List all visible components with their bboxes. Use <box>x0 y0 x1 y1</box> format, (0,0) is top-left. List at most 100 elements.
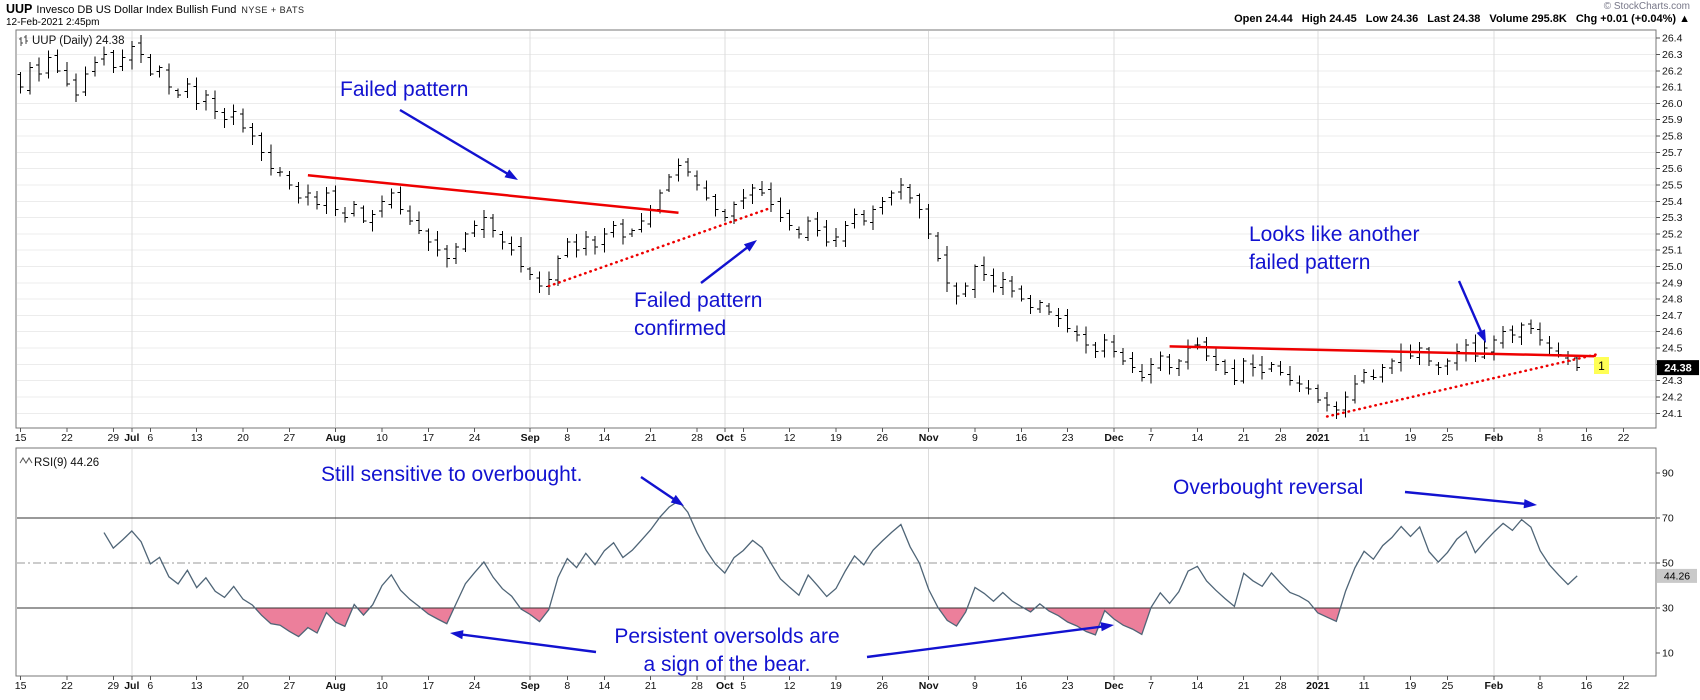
x-tick-label: 28 <box>691 432 703 444</box>
annotation-arrow-line <box>866 624 1106 659</box>
x-tick-label: 16 <box>1581 680 1593 692</box>
rsi-line <box>103 500 1578 638</box>
annotation-arrowhead <box>450 630 464 640</box>
x-tick-label: 8 <box>1537 680 1543 692</box>
x-tick-label: 14 <box>599 432 611 444</box>
price-tick-label: 25.2 <box>1662 228 1683 240</box>
x-tick-label: Feb <box>1485 680 1504 692</box>
price-tick-label: 24.9 <box>1662 277 1683 289</box>
x-tick-label: 21 <box>1238 432 1250 444</box>
annotation-overbought-reversal: Overbought reversal <box>1173 476 1537 509</box>
x-tick-label: 20 <box>237 680 249 692</box>
quote-value-volume: 295.8K <box>1531 13 1567 25</box>
price-tick-label: 25.0 <box>1662 261 1683 273</box>
annotation-arrowhead <box>1523 499 1537 509</box>
quote-value-low: 24.36 <box>1390 13 1419 25</box>
x-tick-label: 12 <box>784 432 796 444</box>
rsi-tick-label: 50 <box>1662 558 1674 570</box>
x-tick-label: 28 <box>1275 432 1287 444</box>
quote-bar: Open 24.44 High 24.45 Low 24.36 Last 24.38 Volum… <box>1225 13 1690 25</box>
price-tick-label: 24.6 <box>1662 326 1683 338</box>
annotation-arrow-line <box>458 632 597 654</box>
trendline-dotted-1 <box>547 206 773 288</box>
x-tick-label: Jul <box>124 432 139 444</box>
quote-label-high: High <box>1301 13 1327 25</box>
x-tick-label: Jul <box>124 680 139 692</box>
price-tick-label: 24.5 <box>1662 343 1683 355</box>
x-tick-label: 20 <box>237 432 249 444</box>
annotation-still-sensitive: Still sensitive to overbought. <box>321 463 684 506</box>
annotation-arrowhead <box>1476 329 1486 343</box>
annotation-arrowhead <box>743 240 757 252</box>
header-left: UUP Invesco DB US Dollar Index Bullish Fu… <box>6 2 304 28</box>
annotation-text: Failed pattern <box>634 289 762 312</box>
x-axis-rsi: 15 22 29 Jul 6 13 20 27 Aug 10 17 24 Sep 8 14 21 28 Oct 5 1… <box>15 676 1630 692</box>
x-tick-label: 19 <box>830 680 842 692</box>
highlight-marker <box>1594 357 1609 374</box>
price-tick-label: 24.1 <box>1662 408 1683 420</box>
x-tick-label: 11 <box>1359 432 1370 444</box>
x-tick-label: 28 <box>691 680 703 692</box>
annotation-text: Persistent oversolds are <box>614 625 839 648</box>
x-tick-label: 14 <box>1192 432 1204 444</box>
quote-value-last: 24.38 <box>1452 13 1481 25</box>
x-tick-label: 22 <box>61 680 73 692</box>
annotation-arrow-line <box>700 244 751 284</box>
x-tick-label: 6 <box>147 680 153 692</box>
x-tick-label: 14 <box>1192 680 1204 692</box>
copyright: © StockCharts.com <box>1603 1 1690 12</box>
rsi-value-tag <box>1657 568 1697 583</box>
x-tick-label: 17 <box>422 680 434 692</box>
x-tick-label: 22 <box>1618 432 1630 444</box>
annotation-arrowhead <box>1100 622 1114 632</box>
price-tick-label: 24.3 <box>1662 375 1683 387</box>
x-tick-label: 23 <box>1062 680 1074 692</box>
x-tick-label: Dec <box>1104 680 1123 692</box>
x-tick-label: 13 <box>191 680 203 692</box>
quote-value-high: 24.45 <box>1329 13 1357 25</box>
price-tick-label: 26.2 <box>1662 65 1683 77</box>
x-tick-label: 11 <box>1359 680 1370 692</box>
price-tick-label: 25.4 <box>1662 196 1683 208</box>
quote-value-chg: +0.01 (+0.04%) ▲ <box>1600 13 1690 25</box>
x-tick-label: 8 <box>564 432 570 444</box>
quote-label-chg: Chg <box>1575 13 1598 25</box>
x-tick-label: 7 <box>1148 680 1154 692</box>
rsi-tick-label: 70 <box>1662 513 1674 525</box>
annotation-failed-pattern-confirmed: Failed pattern confirmed <box>634 240 762 340</box>
x-tick-label: 21 <box>645 432 657 444</box>
annotation-arrow-line <box>640 476 678 502</box>
ticker-symbol: UUP <box>6 2 33 16</box>
header-right: © StockCharts.com Open 24.44 High 24.45 Low 2… <box>1225 1 1690 25</box>
quote-label-low: Low <box>1365 13 1388 25</box>
x-tick-label: 29 <box>107 432 119 444</box>
last-price-tag-text: 24.38 <box>1664 363 1692 375</box>
x-tick-label: Aug <box>325 680 345 692</box>
exchange-label: NYSE + BATS <box>241 5 305 15</box>
rsi-tick-label: 30 <box>1662 603 1674 615</box>
price-axis: 26.4 26.3 26.2 26.1 26.0 25.9 25.8 25.7 25.6 25.5… <box>1656 33 1683 420</box>
x-tick-label: 15 <box>15 432 27 444</box>
price-tick-label: 26.1 <box>1662 82 1683 94</box>
price-tick-label: 24.7 <box>1662 310 1683 322</box>
rsi-tick-label: 90 <box>1662 468 1674 480</box>
price-legend-icon <box>19 35 28 46</box>
trendline-solid-2 <box>1169 345 1596 358</box>
annotation-text: Looks like another <box>1249 223 1419 246</box>
chart-header: UUP Invesco DB US Dollar Index Bullish Fu… <box>0 0 1700 30</box>
x-tick-label: 27 <box>283 432 295 444</box>
price-tick-label: 25.5 <box>1662 179 1683 191</box>
price-tick-label: 25.1 <box>1662 245 1683 257</box>
price-tick-label: 25.7 <box>1662 147 1683 159</box>
price-legend: UUP (Daily) 24.38 <box>32 35 124 47</box>
annotation-arrow-line <box>399 108 511 177</box>
x-tick-label: 16 <box>1581 432 1593 444</box>
x-tick-label: Dec <box>1104 432 1123 444</box>
x-tick-label: 8 <box>1537 432 1543 444</box>
price-tick-label: 25.8 <box>1662 131 1683 143</box>
x-tick-label: 5 <box>740 680 746 692</box>
x-tick-label: 17 <box>422 432 434 444</box>
rsi-tick-label: 10 <box>1662 648 1674 660</box>
x-tick-label: 6 <box>147 432 153 444</box>
